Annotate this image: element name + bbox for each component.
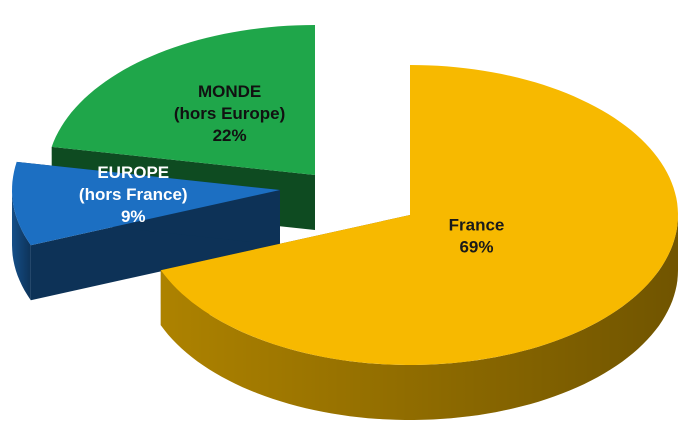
slice <box>160 65 678 420</box>
slice-label: France <box>449 215 505 234</box>
slice-label-line: France <box>449 215 505 234</box>
slice-top <box>12 161 280 246</box>
slice-top <box>160 65 678 365</box>
slice-label-line: MONDE <box>198 82 261 101</box>
slice-label: MONDE (hors Europe) <box>174 82 285 123</box>
slice-label-line: EUROPE <box>97 163 169 182</box>
slice-label: EUROPE (hors France) <box>79 163 188 204</box>
value-label: 9% <box>121 207 146 226</box>
slice-top <box>51 25 315 175</box>
value-label: 22% <box>213 126 247 145</box>
slice-side-shade <box>12 190 31 301</box>
slice-label-line: (hors France) <box>79 185 188 204</box>
slice-side-shade <box>160 215 678 420</box>
slice <box>12 161 280 301</box>
slice-label-line: (hors Europe) <box>174 104 285 123</box>
value-label: 69% <box>459 237 493 256</box>
